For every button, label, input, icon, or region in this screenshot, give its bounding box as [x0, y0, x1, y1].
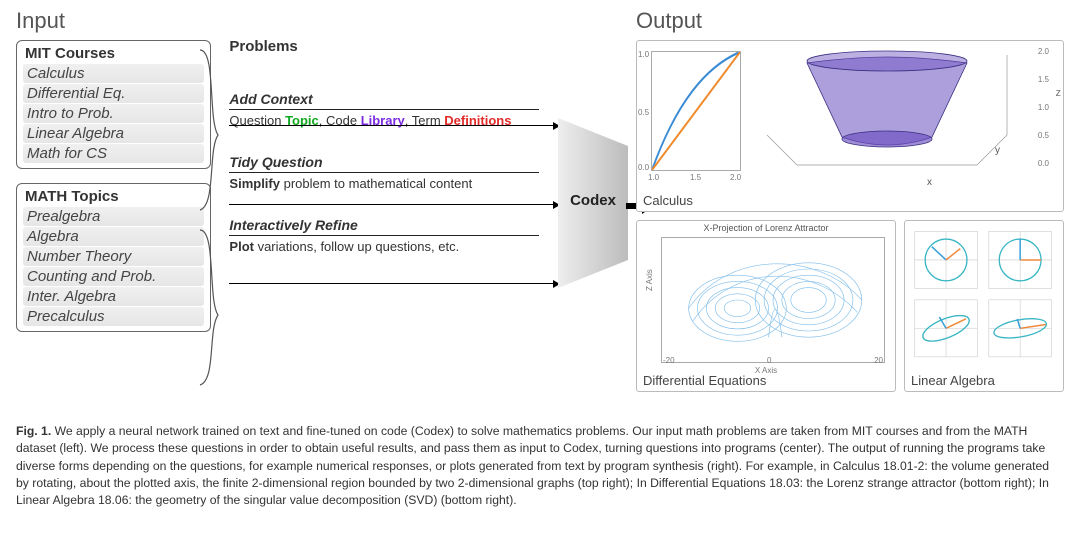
tick: -20 — [663, 356, 675, 365]
output-column: Output 0.0 0.5 1.0 1.0 1.5 — [636, 8, 1064, 413]
pipeline-column: Problems Add Context Question Topic, Cod… — [211, 8, 636, 413]
list-item: Number Theory — [23, 247, 204, 266]
tick: 2.0 — [1038, 47, 1049, 56]
mit-courses-box: MIT Courses Calculus Differential Eq. In… — [16, 40, 211, 169]
tick: 2.0 — [730, 173, 741, 182]
text: problem to mathematical content — [280, 176, 472, 191]
tick: 0.0 — [638, 163, 649, 172]
math-topics-box: MATH Topics Prealgebra Algebra Number Th… — [16, 183, 211, 332]
tick: 1.0 — [648, 173, 659, 182]
calculus-3d-plot: x y — [757, 45, 1017, 195]
list-item: Linear Algebra — [23, 124, 204, 143]
bold-word: Simplify — [229, 176, 280, 191]
tick: 1.0 — [638, 50, 649, 59]
tick: 0.0 — [1038, 159, 1049, 168]
tick: 0 — [767, 356, 771, 365]
svd-grid-icon — [909, 225, 1061, 369]
pipeline-heading: Problems — [229, 38, 636, 55]
ylabel: Z Axis — [645, 269, 654, 291]
list-item: Calculus — [23, 64, 204, 83]
list-item: Intro to Prob. — [23, 104, 204, 123]
tick: 20 — [874, 356, 883, 365]
codex-label: Codex — [558, 192, 628, 209]
axis-label: y — [995, 145, 1000, 156]
step-add-context: Add Context Question Topic, Code Library… — [229, 91, 539, 128]
caption-text: We apply a neural network trained on tex… — [16, 424, 1049, 507]
step-subtitle: Plot variations, follow up questions, et… — [229, 239, 459, 254]
plot-title: X-Projection of Lorenz Attractor — [637, 223, 895, 233]
input-column: Input MIT Courses Calculus Differential … — [16, 8, 211, 413]
step-subtitle: Simplify problem to mathematical content — [229, 176, 472, 191]
figure-body: Input MIT Courses Calculus Differential … — [16, 8, 1064, 413]
list-item: Differential Eq. — [23, 84, 204, 103]
lorenz-plot — [661, 237, 885, 363]
tick: 1.5 — [690, 173, 701, 182]
arrow-icon — [229, 125, 559, 126]
list-item: Precalculus — [23, 307, 204, 326]
calculus-2d-plot: 0.0 0.5 1.0 1.0 1.5 2.0 — [651, 51, 741, 171]
tick: 0.5 — [638, 108, 649, 117]
figure: Input MIT Courses Calculus Differential … — [0, 0, 1080, 533]
lorenz-icon — [662, 238, 884, 362]
mit-courses-title: MIT Courses — [23, 45, 204, 62]
bold-word: Plot — [229, 239, 254, 254]
list-item: Counting and Prob. — [23, 267, 204, 286]
list-item: Algebra — [23, 227, 204, 246]
tick: 0.5 — [1038, 131, 1049, 140]
output-grid: 0.0 0.5 1.0 1.0 1.5 2.0 — [636, 40, 1064, 392]
list-item: Prealgebra — [23, 207, 204, 226]
math-topics-title: MATH Topics — [23, 188, 204, 205]
figure-caption: Fig. 1. We apply a neural network traine… — [16, 423, 1064, 510]
step-title: Interactively Refine — [229, 217, 539, 236]
step-title: Tidy Question — [229, 154, 539, 173]
panel-caption: Differential Equations — [643, 373, 766, 388]
axis-label: z — [1056, 87, 1062, 99]
caption-lead: Fig. 1. — [16, 424, 51, 438]
output-title: Output — [636, 8, 1064, 34]
tick: 1.0 — [1038, 103, 1049, 112]
calculus-panel: 0.0 0.5 1.0 1.0 1.5 2.0 — [636, 40, 1064, 212]
codex-block: Codex — [558, 118, 628, 288]
linalg-panel: Linear Algebra — [904, 220, 1064, 392]
diffeq-panel: X-Projection of Lorenz Attractor — [636, 220, 896, 392]
panel-caption: Linear Algebra — [911, 373, 995, 388]
list-item: Math for CS — [23, 144, 204, 163]
panel-caption: Calculus — [643, 193, 693, 208]
step-tidy: Tidy Question Simplify problem to mathem… — [229, 154, 539, 191]
axis-label: x — [927, 177, 932, 188]
input-title: Input — [16, 8, 211, 34]
step-title: Add Context — [229, 91, 539, 110]
curve-plot-icon — [652, 52, 740, 170]
tick: 1.5 — [1038, 75, 1049, 84]
step-refine: Interactively Refine Plot variations, fo… — [229, 217, 539, 254]
arrow-icon — [229, 204, 559, 205]
arrow-icon — [229, 283, 559, 284]
text: variations, follow up questions, etc. — [254, 239, 459, 254]
list-item: Inter. Algebra — [23, 287, 204, 306]
